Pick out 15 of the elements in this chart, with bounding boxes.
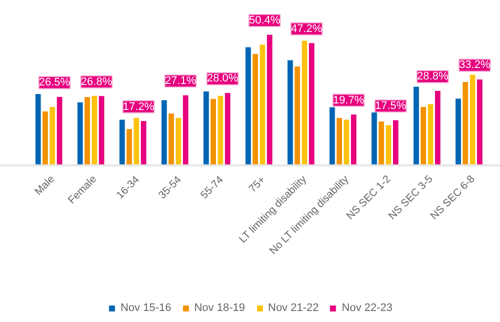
x-tick-label: 75+ [246, 174, 268, 195]
data-label: 28.8% [417, 70, 448, 83]
data-label: 33.2% [459, 59, 490, 72]
data-label: 19.7% [333, 94, 364, 106]
data-label: 50.4% [248, 14, 280, 27]
data-label: 27.1% [164, 75, 196, 88]
legend-label: Nov 18-19 [194, 302, 245, 314]
data-label: 26.5% [38, 76, 70, 89]
data-label: 28.0% [206, 72, 238, 85]
legend-label: Nov 15-16 [120, 302, 172, 314]
legend-label: Nov 22-23 [342, 302, 393, 314]
data-label: 17.2% [122, 100, 154, 113]
data-label: 26.8% [80, 76, 112, 88]
data-label: 17.5% [375, 100, 406, 112]
legend-label: Nov 21-22 [268, 302, 319, 314]
